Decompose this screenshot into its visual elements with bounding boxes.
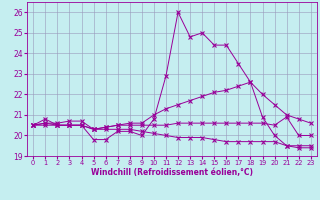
X-axis label: Windchill (Refroidissement éolien,°C): Windchill (Refroidissement éolien,°C) <box>91 168 253 177</box>
